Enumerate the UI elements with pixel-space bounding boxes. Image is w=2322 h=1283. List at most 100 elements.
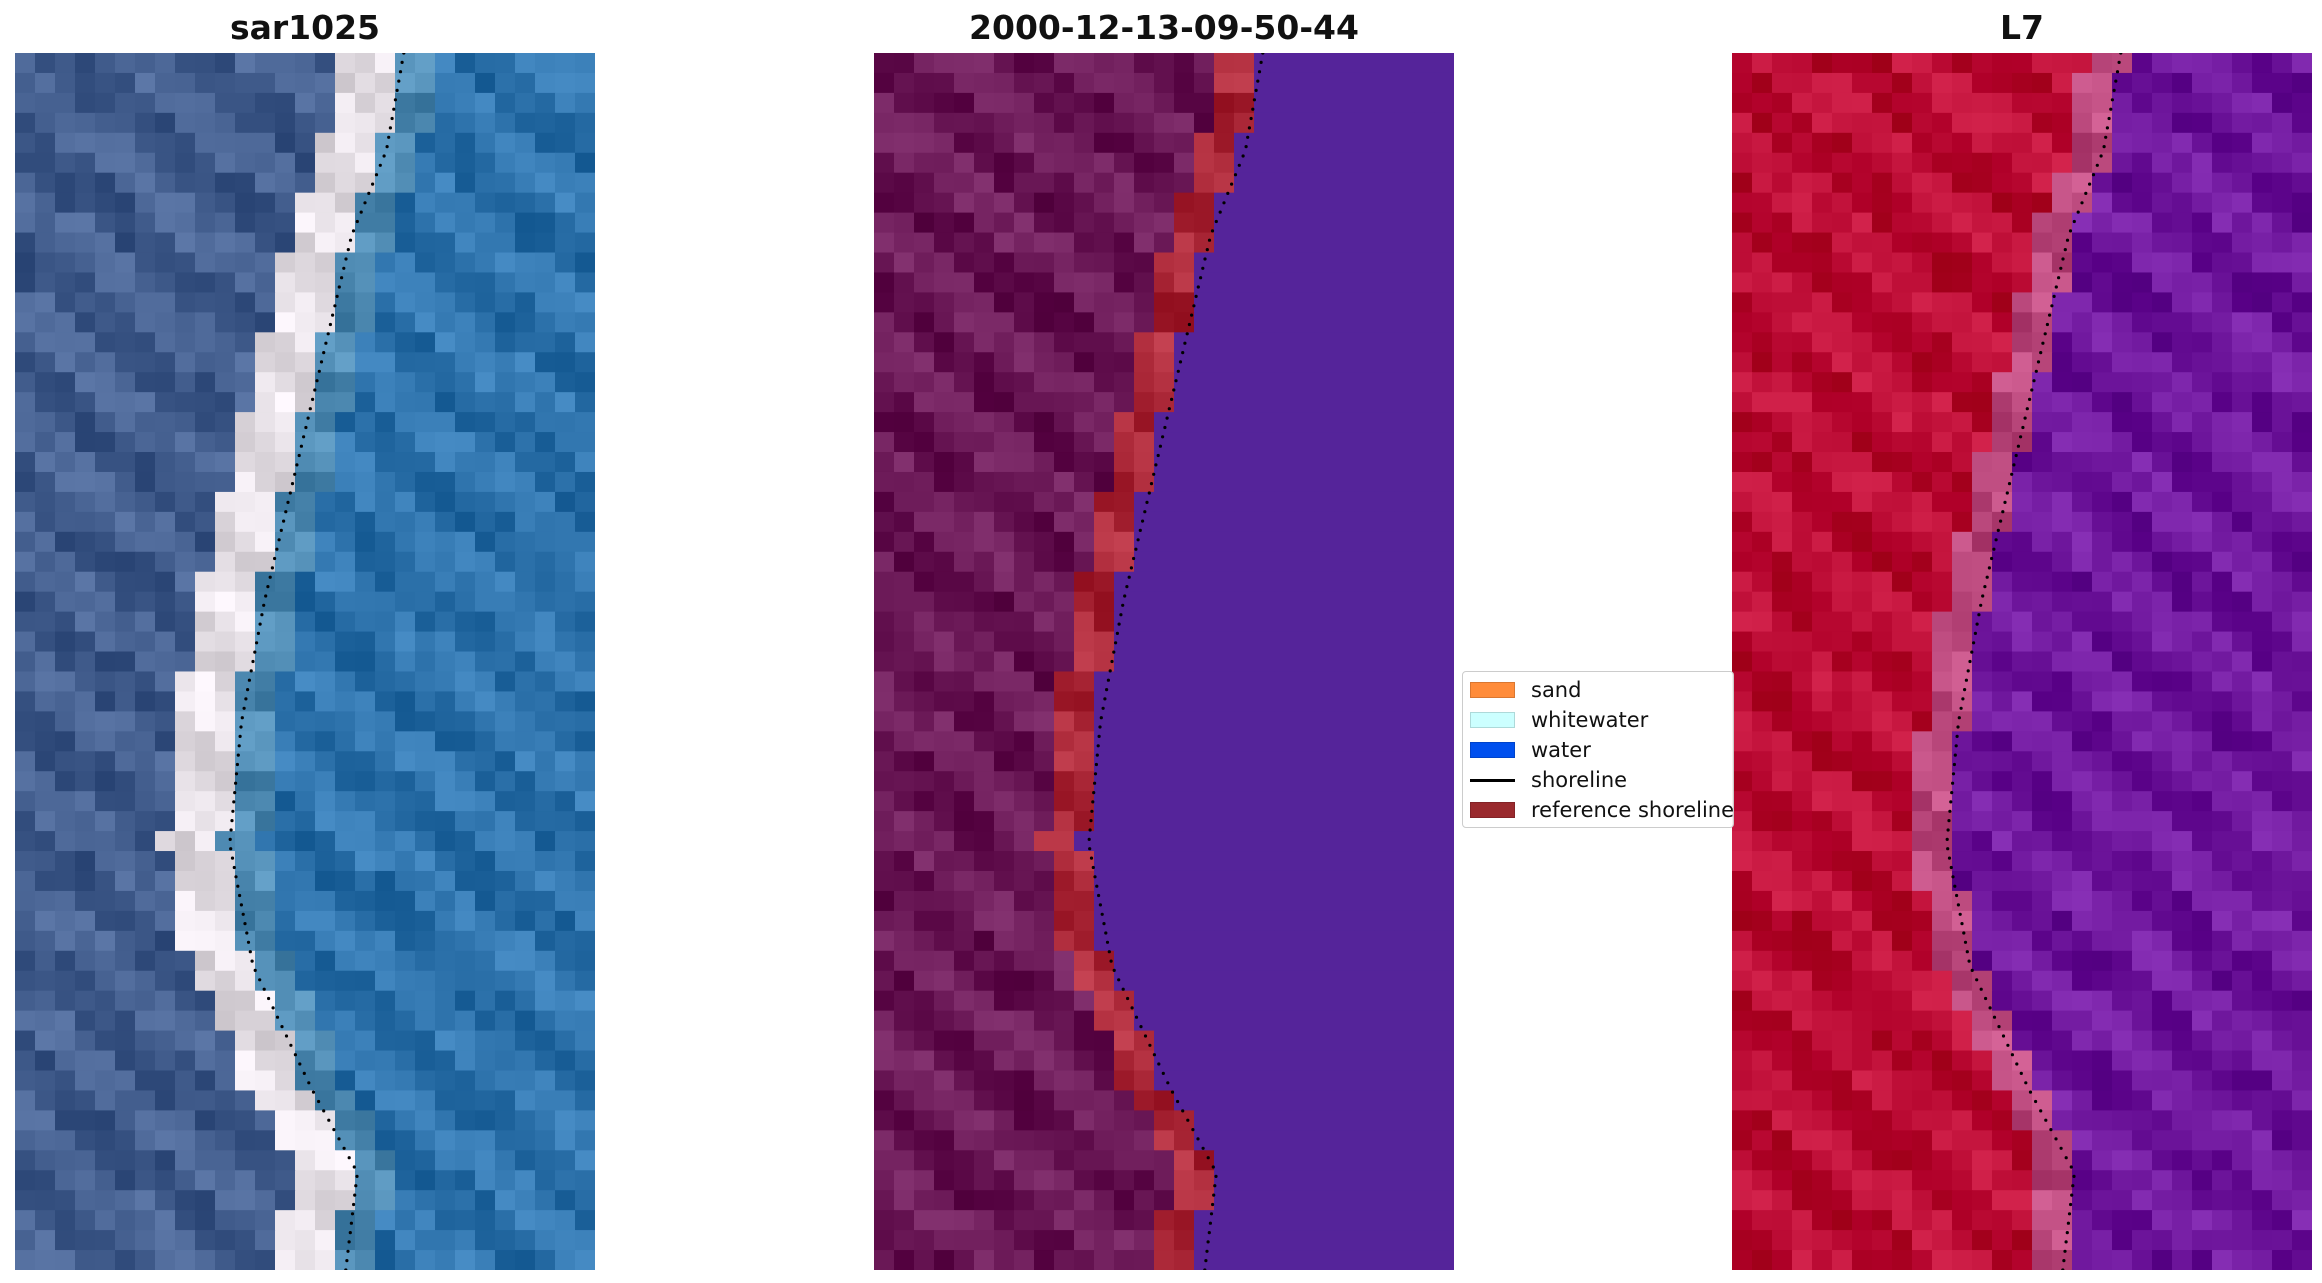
shoreline-point <box>1152 1053 1156 1057</box>
image-pixel <box>1234 352 1255 373</box>
image-pixel <box>135 950 156 972</box>
shoreline-point <box>387 135 391 139</box>
image-pixel <box>1972 392 1993 413</box>
image-pixel <box>2152 172 2173 194</box>
image-pixel <box>2052 72 2073 94</box>
image-pixel <box>1194 272 1215 294</box>
image-pixel <box>1334 591 1355 613</box>
image-pixel <box>1074 631 1095 653</box>
image-pixel <box>1992 691 2013 712</box>
image-pixel <box>1732 631 1753 653</box>
image-pixel <box>175 152 196 174</box>
shoreline-point <box>1214 219 1218 224</box>
image-pixel <box>2212 651 2233 673</box>
image-pixel <box>1094 172 1115 194</box>
image-pixel <box>1014 1250 1035 1270</box>
image-pixel <box>575 811 595 832</box>
image-pixel <box>395 1210 416 1231</box>
image-pixel <box>1394 1190 1415 1211</box>
image-pixel <box>1314 332 1335 353</box>
image-pixel <box>1892 511 1913 533</box>
image-pixel <box>475 990 496 1012</box>
image-pixel <box>954 452 975 473</box>
image-pixel <box>2152 372 2173 393</box>
image-pixel <box>575 1030 595 1052</box>
image-pixel <box>2132 352 2153 373</box>
image-pixel <box>155 212 176 234</box>
image-pixel <box>275 53 296 74</box>
image-pixel <box>95 312 116 333</box>
image-pixel <box>1254 950 1275 972</box>
image-pixel <box>894 1170 915 1191</box>
image-pixel <box>994 1110 1015 1131</box>
image-pixel <box>1314 192 1335 214</box>
image-pixel <box>155 412 176 433</box>
image-pixel <box>1992 112 2013 134</box>
image-pixel <box>15 611 36 633</box>
image-pixel <box>75 1050 96 1072</box>
image-pixel <box>195 1170 216 1191</box>
image-pixel <box>1952 252 1973 274</box>
image-pixel <box>1932 791 1953 812</box>
image-pixel <box>35 53 56 74</box>
image-pixel <box>135 691 156 712</box>
image-pixel <box>295 132 316 154</box>
image-pixel <box>155 571 176 593</box>
image-pixel <box>375 851 396 872</box>
image-pixel <box>1154 491 1175 513</box>
image-pixel <box>1114 92 1135 114</box>
image-pixel <box>495 671 516 693</box>
image-pixel <box>455 691 476 712</box>
image-pixel <box>954 352 975 373</box>
shoreline-point <box>299 444 303 448</box>
image-pixel <box>1812 252 1833 274</box>
image-pixel <box>2292 671 2312 693</box>
image-pixel <box>1872 212 1893 234</box>
image-pixel <box>515 172 536 194</box>
image-pixel <box>2232 631 2253 653</box>
image-pixel <box>95 1230 116 1251</box>
image-pixel <box>55 731 76 752</box>
image-pixel <box>1054 531 1075 553</box>
image-pixel <box>1134 930 1155 952</box>
image-pixel <box>1314 1070 1335 1092</box>
shoreline-point <box>311 397 315 401</box>
image-pixel <box>1254 1070 1275 1092</box>
image-pixel <box>575 711 595 732</box>
image-pixel <box>974 152 995 174</box>
image-pixel <box>395 870 416 892</box>
image-pixel <box>195 791 216 812</box>
image-pixel <box>934 212 955 234</box>
shoreline-point <box>1145 500 1149 504</box>
image-pixel <box>475 631 496 653</box>
image-pixel <box>1394 531 1415 553</box>
image-pixel <box>2252 212 2273 234</box>
image-pixel <box>1034 1250 1055 1270</box>
image-pixel <box>435 1010 456 1032</box>
image-pixel <box>215 92 236 114</box>
image-pixel <box>155 731 176 752</box>
image-pixel <box>1832 392 1853 413</box>
image-pixel <box>255 1190 276 1211</box>
image-pixel <box>435 950 456 972</box>
image-pixel <box>1294 1070 1315 1092</box>
image-pixel <box>1354 691 1375 712</box>
image-pixel <box>535 551 556 573</box>
image-pixel <box>1394 671 1415 693</box>
image-pixel <box>495 172 516 194</box>
image-pixel <box>1812 412 1833 433</box>
image-pixel <box>295 990 316 1012</box>
image-pixel <box>1972 731 1993 752</box>
image-pixel <box>1792 851 1813 872</box>
shoreline-point <box>1166 1081 1170 1085</box>
image-pixel <box>894 1030 915 1052</box>
image-pixel <box>335 432 356 453</box>
image-pixel <box>355 711 376 732</box>
image-pixel <box>1414 1030 1435 1052</box>
image-pixel <box>1992 252 2013 274</box>
image-pixel <box>2272 691 2293 712</box>
image-pixel <box>1812 332 1833 353</box>
image-pixel <box>15 172 36 194</box>
image-pixel <box>435 751 456 772</box>
image-pixel <box>1034 112 1055 134</box>
